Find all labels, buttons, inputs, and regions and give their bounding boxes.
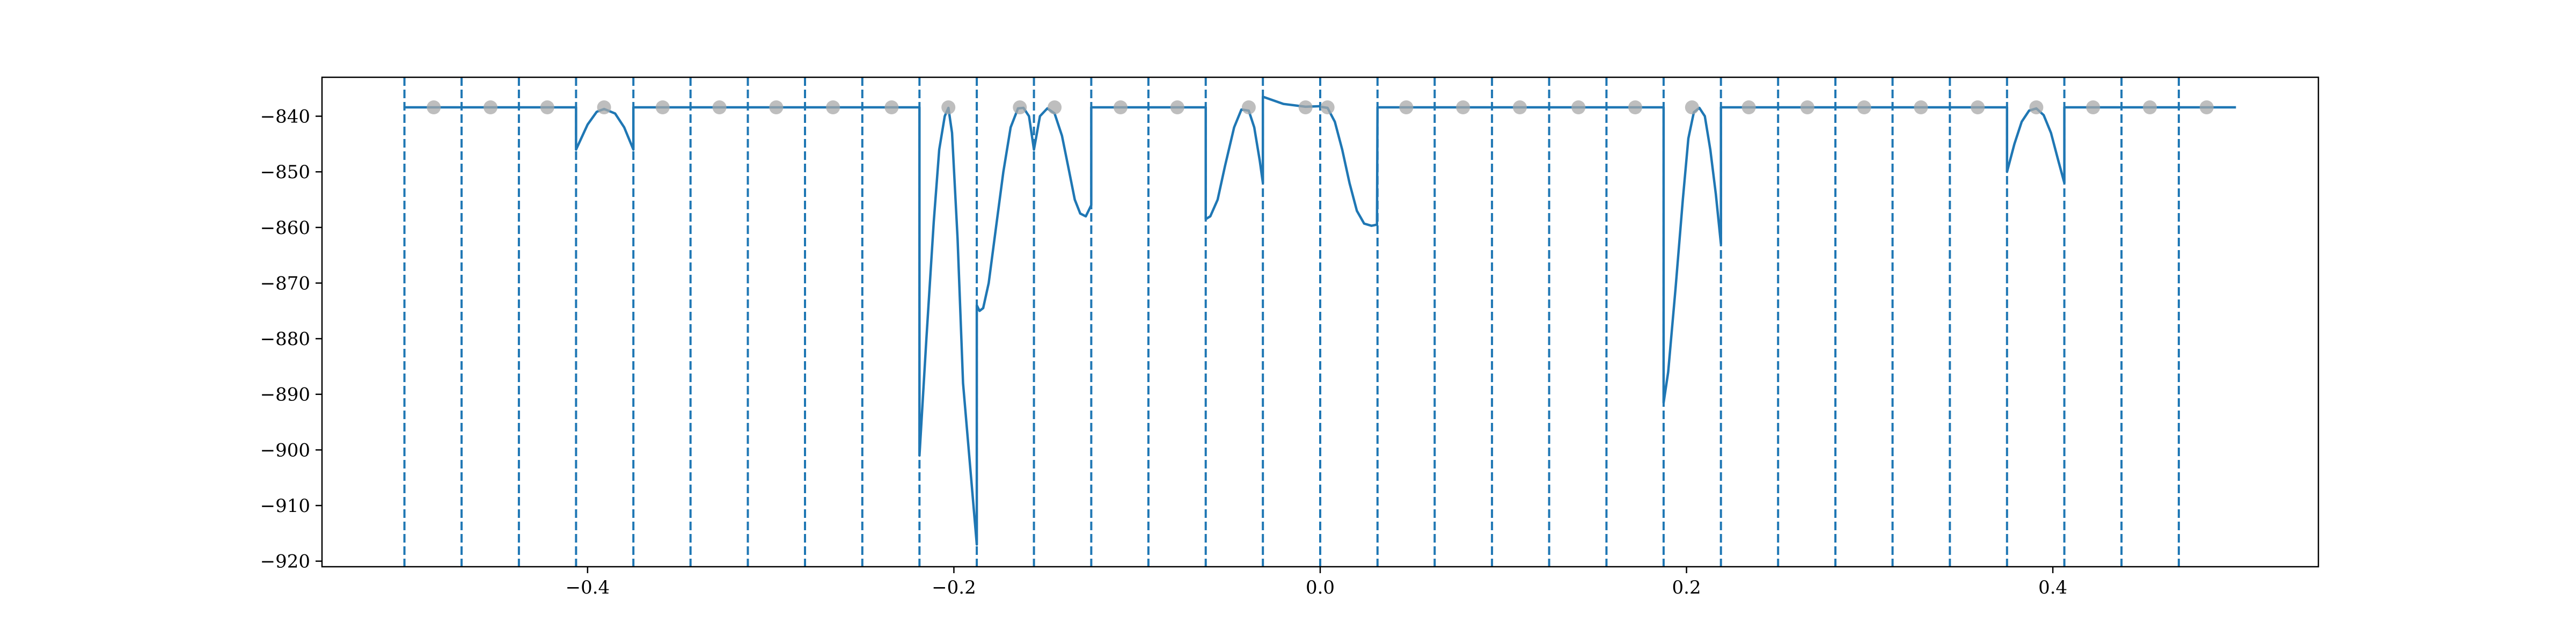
- marker-point: [2143, 100, 2157, 114]
- x-tick-label: 0.2: [1672, 577, 1701, 598]
- y-tick-label: −860: [260, 217, 310, 239]
- marker-point: [1013, 100, 1027, 114]
- marker-point: [1628, 100, 1642, 114]
- marker-point: [1513, 100, 1527, 114]
- marker-point: [941, 100, 956, 114]
- marker-point: [1170, 100, 1184, 114]
- marker-point: [2029, 100, 2044, 114]
- y-tick-label: −850: [260, 162, 310, 183]
- marker-point: [484, 100, 497, 114]
- plot-background: [322, 77, 2318, 567]
- y-tick-label: −920: [260, 551, 310, 573]
- y-axis: −840 −850 −860 −870 −880 −890 −900 −910 −920: [260, 106, 322, 573]
- x-axis: −0.4 −0.2 0.0 0.2 0.4: [566, 567, 2067, 598]
- marker-point: [655, 100, 670, 114]
- y-tick-label: −910: [260, 495, 310, 517]
- series-path: [404, 96, 2236, 546]
- marker-point: [597, 100, 611, 114]
- marker-point: [2086, 100, 2101, 114]
- marker-point: [1114, 100, 1128, 114]
- x-tick-label: −0.2: [932, 577, 976, 598]
- marker-point: [1685, 100, 1699, 114]
- series-line: [404, 96, 2236, 546]
- y-tick-label: −900: [260, 440, 310, 461]
- marker-point: [1914, 100, 1928, 114]
- y-tick-label: −840: [260, 106, 310, 128]
- marker-point: [1298, 100, 1313, 114]
- plot-area: [321, 76, 2319, 568]
- marker-point: [1741, 100, 1756, 114]
- marker-point: [1399, 100, 1414, 114]
- marker-point: [1241, 100, 1256, 114]
- y-tick-label: −870: [260, 273, 310, 294]
- marker-point: [826, 100, 840, 114]
- x-tick-label: 0.4: [2038, 577, 2067, 598]
- marker-point: [540, 100, 554, 114]
- y-tick-label: −880: [260, 328, 310, 350]
- marker-point: [712, 100, 727, 114]
- x-tick-label: −0.4: [566, 577, 610, 598]
- marker-point: [1456, 100, 1470, 114]
- marker-point: [1857, 100, 1871, 114]
- marker-point: [1971, 100, 1985, 114]
- x-tick-label: 0.0: [1306, 577, 1335, 598]
- marker-points: [427, 100, 2214, 114]
- marker-point: [1320, 100, 1335, 114]
- marker-point: [1800, 100, 1814, 114]
- y-tick-label: −890: [260, 384, 310, 406]
- marker-point: [884, 100, 899, 114]
- marker-point: [1048, 100, 1062, 114]
- marker-point: [427, 100, 441, 114]
- marker-point: [2199, 100, 2214, 114]
- marker-point: [769, 100, 784, 114]
- marker-point: [1571, 100, 1586, 114]
